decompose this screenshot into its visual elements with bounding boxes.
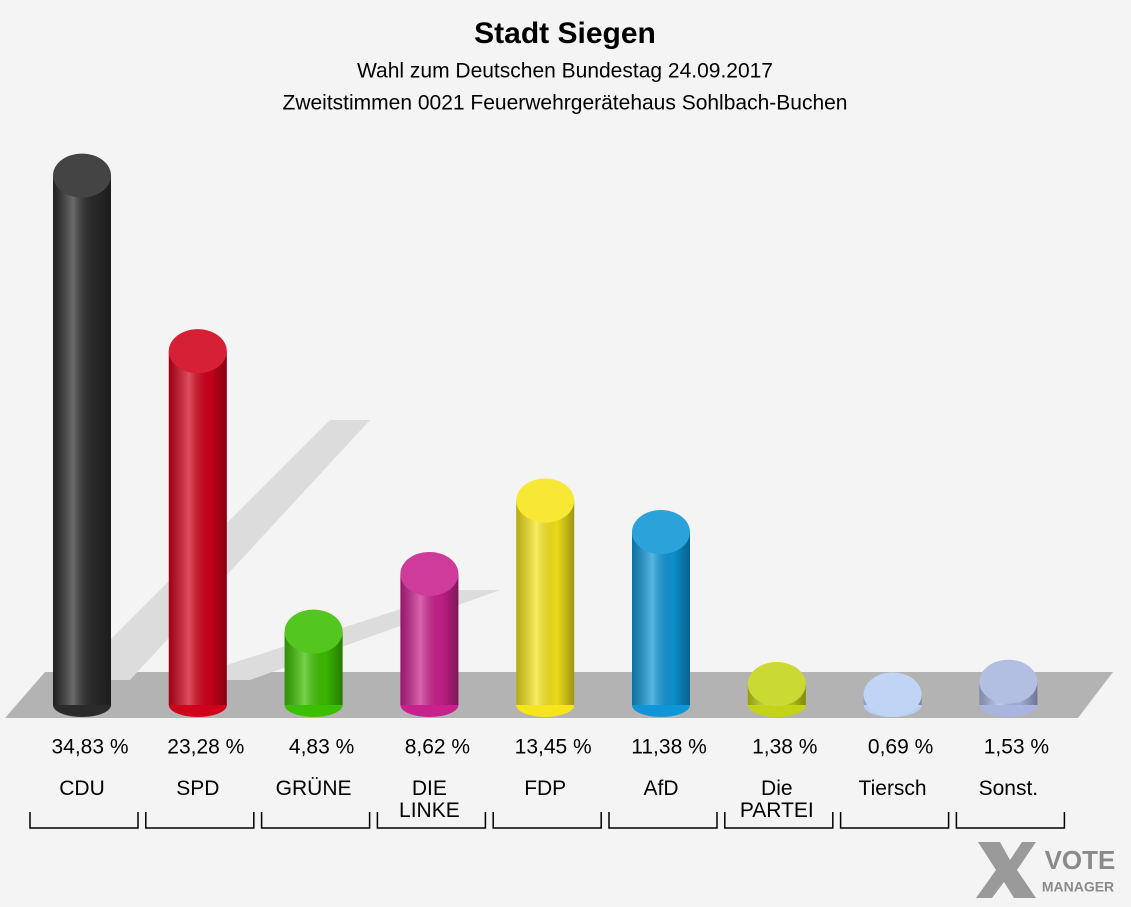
chart-subtitle: Zweitstimmen 0021 Feuerwehrgerätehaus So… — [283, 92, 848, 115]
logo: VOTE MANAGER — [976, 842, 1115, 898]
x-tick-label: Die PARTEI — [739, 777, 814, 822]
bar-cap — [168, 329, 227, 374]
value-label: 11,38 % — [631, 736, 707, 759]
bar-cap — [632, 510, 690, 555]
bracket — [839, 812, 950, 829]
bar-cap — [284, 609, 343, 654]
bar-cap-shine — [516, 478, 575, 523]
bar-cap-shine — [979, 659, 1038, 704]
bar-shine — [168, 351, 227, 705]
bar-cap — [53, 153, 111, 198]
bar-cap-shine — [284, 609, 343, 654]
bar-cap — [863, 672, 922, 717]
value-label: 1,38 % — [752, 736, 817, 759]
bracket — [724, 812, 834, 829]
bar-cap-shine — [747, 662, 806, 707]
x-tick-label: AfD — [643, 777, 679, 800]
x-tick-label: GRÜNE — [275, 777, 352, 800]
bracket — [376, 812, 487, 829]
bar-cap — [516, 478, 575, 523]
bracket — [955, 812, 1066, 829]
bracket — [29, 812, 139, 829]
x-tick-label: Tiersch — [858, 777, 927, 800]
value-label: 4,83 % — [289, 736, 354, 759]
value-label: 8,62 % — [405, 736, 470, 759]
value-label: 13,45 % — [515, 736, 592, 759]
logo-mark — [976, 842, 1036, 898]
logo-text: VOTE — [1045, 845, 1116, 875]
bar-cap — [400, 551, 459, 596]
value-label: 23,28 % — [167, 736, 244, 759]
logo-text: MANAGER — [1042, 879, 1114, 895]
x-tick-label: DIE LINKE — [399, 777, 460, 822]
x-tick-label: FDP — [524, 777, 567, 800]
bar-cap — [747, 662, 806, 707]
bar-shine — [53, 175, 111, 706]
bar-cap — [979, 659, 1038, 704]
bar-cap-shine — [400, 551, 459, 596]
bracket — [608, 812, 718, 829]
bar-shine — [632, 532, 690, 705]
bracket — [260, 812, 371, 829]
x-tick-label: CDU — [59, 777, 105, 800]
chart-title: Stadt Siegen — [474, 17, 656, 50]
bar-cap-shine — [168, 329, 227, 374]
value-label: 0,69 % — [868, 736, 933, 759]
value-label: 1,53 % — [984, 736, 1049, 759]
x-tick-label: SPD — [176, 777, 220, 800]
value-label: 34,83 % — [51, 736, 128, 759]
bar-cap-shine — [863, 672, 922, 717]
chart-subtitle: Wahl zum Deutschen Bundestag 24.09.2017 — [357, 60, 773, 83]
x-tick-label: Sonst. — [978, 777, 1039, 800]
bar-cap-shine — [632, 510, 690, 555]
bracket — [145, 812, 255, 829]
bar-shine — [516, 500, 575, 705]
bracket — [492, 812, 602, 829]
bar-cap-shine — [53, 153, 111, 198]
